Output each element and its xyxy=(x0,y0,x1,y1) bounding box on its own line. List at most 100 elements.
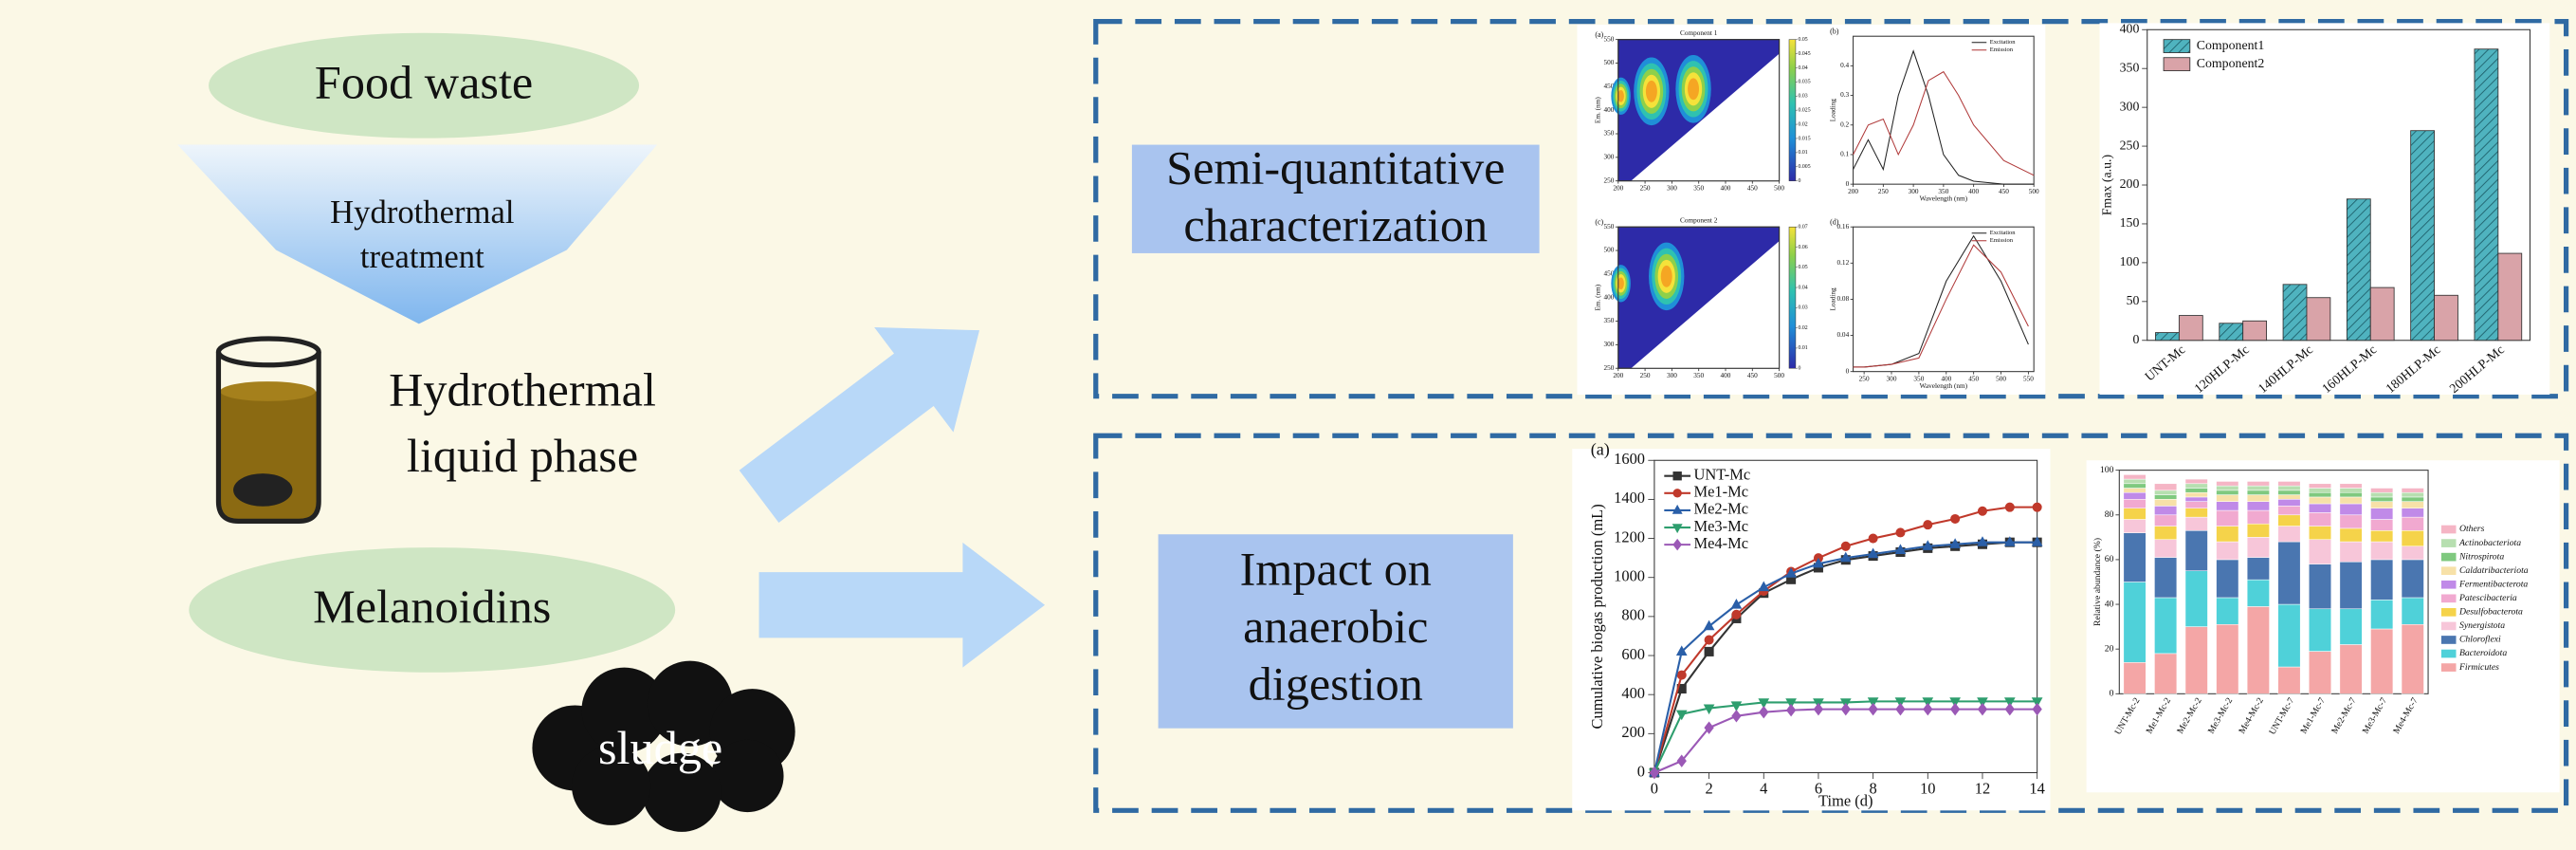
legend-marker xyxy=(1672,489,1682,498)
bar-segment xyxy=(2184,570,2208,627)
x-tick-label: 350 xyxy=(1693,372,1704,379)
x-tick-label: 250 xyxy=(1640,184,1651,192)
colorbar-tick-label: 0.035 xyxy=(1799,80,1811,85)
marker xyxy=(2004,502,2015,512)
melanoidins-node xyxy=(189,547,676,673)
digestion-label: digestion xyxy=(1249,657,1423,711)
marker xyxy=(2031,536,2043,546)
colorbar-tick-label: 0.04 xyxy=(1799,65,1808,71)
legend-marker xyxy=(1672,538,1682,551)
bar-segment xyxy=(2216,541,2239,561)
arrow xyxy=(739,326,980,524)
y-tick-label: 350 xyxy=(1604,317,1615,324)
y-tick-label: 800 xyxy=(1621,606,1645,624)
bar-segment xyxy=(2277,506,2301,516)
bar-segment xyxy=(2123,483,2147,489)
legend-swatch xyxy=(2163,57,2191,72)
x-tick-label: 350 xyxy=(1693,184,1704,192)
bar-segment xyxy=(2277,494,2301,500)
bar-segment xyxy=(2184,496,2208,502)
marker xyxy=(1839,551,1852,563)
x-tick-label: 500 xyxy=(1774,372,1784,379)
bar-segment xyxy=(2339,527,2363,543)
marker xyxy=(2032,702,2042,716)
plot-border xyxy=(1617,226,1781,369)
x-tick-label: 250 xyxy=(1859,375,1870,382)
legend-label: Synergistota xyxy=(2459,620,2505,631)
melanoidins-label: Melanoidins xyxy=(313,580,551,633)
bar-segment xyxy=(2246,501,2270,511)
bar-segment xyxy=(2309,539,2332,564)
x-tick-label: 300 xyxy=(1909,188,1919,195)
x-tick-label: 450 xyxy=(1747,372,1758,379)
x-tick-label: 200 xyxy=(1848,188,1858,195)
x-tick-label: 400 xyxy=(1968,188,1979,195)
legend-marker xyxy=(1672,471,1682,481)
legend-label: Emission xyxy=(1990,46,2014,53)
x-tick-label: 14 xyxy=(2029,779,2044,797)
legend-swatch xyxy=(2440,649,2457,658)
y-tick-label: 0 xyxy=(1637,762,1645,780)
legend-label: Me1-Mc xyxy=(1693,483,1748,501)
bar-segment xyxy=(2339,491,2363,498)
marker xyxy=(1840,702,1851,716)
digestion-label: Impact on xyxy=(1240,542,1432,595)
contour-level xyxy=(1617,277,1624,290)
y-tick-label: 350 xyxy=(1604,130,1615,138)
bar-segment xyxy=(2246,579,2270,607)
bar-segment xyxy=(2123,519,2147,533)
colorbar xyxy=(1788,226,1797,369)
legend-label: Me2-Mc xyxy=(1693,500,1748,518)
marker xyxy=(1785,703,1797,717)
x-tick-label: 500 xyxy=(2029,188,2039,195)
chart-title: Component 2 xyxy=(1680,216,1718,224)
colorbar-tick-label: 0.025 xyxy=(1799,108,1811,114)
bar xyxy=(2178,315,2203,342)
series-line xyxy=(1853,49,2035,185)
bar-segment xyxy=(2339,503,2363,516)
y-tick-label: 450 xyxy=(1604,270,1615,278)
marker xyxy=(1703,619,1715,631)
bar-segment xyxy=(2154,539,2178,558)
marker xyxy=(1895,527,1906,538)
sludge-cloud xyxy=(532,660,795,832)
colorbar-tick-label: 0.07 xyxy=(1799,225,1808,231)
x-tick-label: 4 xyxy=(1760,779,1767,797)
bar-segment xyxy=(2123,662,2147,694)
legend-label: Excitation xyxy=(1990,39,2017,46)
y-tick-label: 400 xyxy=(1621,684,1645,702)
marker xyxy=(1675,645,1688,656)
bar-segment xyxy=(2123,488,2147,493)
bar-segment xyxy=(2246,509,2270,525)
bar-segment xyxy=(2370,600,2394,630)
bar-segment xyxy=(2184,501,2208,508)
marker xyxy=(2032,502,2042,512)
y-tick-label: 0.12 xyxy=(1836,259,1849,267)
y-tick-label: 20 xyxy=(2105,643,2114,654)
x-tick-label: 200 xyxy=(1613,372,1623,379)
legend-swatch xyxy=(2440,621,2457,631)
bar-segment xyxy=(2154,499,2178,507)
contour-level xyxy=(1660,265,1672,287)
legend-label: UNT-Mc xyxy=(1693,465,1750,483)
marker xyxy=(2031,697,2043,708)
bar-segment xyxy=(2370,541,2394,561)
bar-segment xyxy=(2401,491,2424,498)
colorbar-tick-label: 0.005 xyxy=(1799,164,1811,170)
x-tick-label: 300 xyxy=(1667,372,1677,379)
bar-segment xyxy=(2339,644,2363,694)
food-waste-label: Food waste xyxy=(315,55,533,108)
colorbar-tick-label: 0 xyxy=(1799,366,1801,372)
x-tick-label: 300 xyxy=(1667,184,1677,192)
marker xyxy=(1949,702,1961,716)
bar-segment xyxy=(2246,481,2270,487)
bar-segment xyxy=(2401,597,2424,625)
bar xyxy=(2369,286,2395,342)
marker xyxy=(1730,599,1743,609)
marker xyxy=(1922,540,1934,550)
x-axis-label: Wavelength (nm) xyxy=(1920,382,1968,390)
legend-swatch xyxy=(2163,39,2191,53)
bar xyxy=(2282,284,2308,342)
y-tick-label: 0.2 xyxy=(1840,120,1849,128)
marker xyxy=(1704,635,1714,645)
